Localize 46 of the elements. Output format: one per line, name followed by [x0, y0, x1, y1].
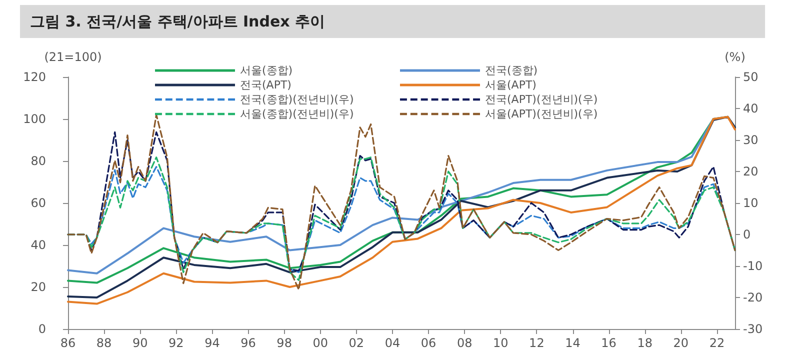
- legend-label: 전국(APT)(전년비)(우): [485, 93, 598, 106]
- x-tick-label: 06: [420, 336, 436, 350]
- legend-label: 서울(APT)(전년비)(우): [485, 108, 598, 120]
- x-tick-label: 00: [312, 336, 328, 350]
- x-tick-label: 18: [637, 336, 653, 350]
- y-tick-label: 100: [23, 112, 46, 126]
- x-tick-label: 12: [529, 336, 544, 350]
- legend-label: 전국(종합): [485, 64, 538, 77]
- x-tick-label: 98: [276, 336, 292, 350]
- x-tick-label: 22: [709, 336, 725, 350]
- x-tick-label: 14: [565, 336, 580, 350]
- y-tick-label: 0: [38, 322, 46, 336]
- x-tick-label: 92: [168, 336, 184, 350]
- y-tick-label: 60: [30, 196, 46, 210]
- x-tick-label: 08: [456, 336, 472, 350]
- x-tick-label: 04: [384, 336, 400, 350]
- y2-tick-label: -10: [743, 259, 763, 273]
- y-tick-label: 80: [30, 154, 46, 168]
- x-tick-label: 94: [204, 336, 220, 350]
- legend-label: 전국(종합)(전년비)(우): [240, 93, 354, 106]
- legend-label: 서울(종합)(전년비)(우): [240, 108, 354, 120]
- y-tick-label: 120: [23, 70, 46, 84]
- y2-tick-label: 10: [743, 196, 758, 210]
- y-tick-label: 40: [30, 238, 46, 252]
- x-tick-label: 88: [96, 336, 112, 350]
- x-tick-label: 90: [132, 336, 148, 350]
- legend-label: 전국(APT): [240, 78, 292, 92]
- y-tick-label: 20: [30, 280, 46, 294]
- x-tick-label: 02: [348, 336, 364, 350]
- y2-tick-label: 30: [743, 133, 758, 147]
- x-tick-label: 20: [673, 336, 689, 350]
- y2-tick-label: 0: [743, 228, 751, 242]
- x-tick-label: 86: [60, 336, 76, 350]
- y2-tick-label: 50: [743, 70, 758, 84]
- x-tick-label: 96: [240, 336, 256, 350]
- x-tick-label: 16: [601, 336, 616, 350]
- y2-tick-label: -20: [743, 290, 763, 304]
- y2-tick-label: -30: [743, 322, 763, 336]
- chart-title: 그림 3. 전국/서울 주택/아파트 Index 추이: [30, 12, 326, 30]
- y-axis-title: (21=100): [44, 50, 102, 64]
- x-tick-label: 10: [493, 336, 508, 350]
- legend-label: 서울(종합): [240, 64, 293, 77]
- legend-label: 서울(APT): [485, 78, 536, 92]
- y2-axis-title: (%): [724, 50, 746, 64]
- y2-tick-label: 20: [743, 164, 758, 178]
- y2-tick-label: 40: [743, 102, 758, 116]
